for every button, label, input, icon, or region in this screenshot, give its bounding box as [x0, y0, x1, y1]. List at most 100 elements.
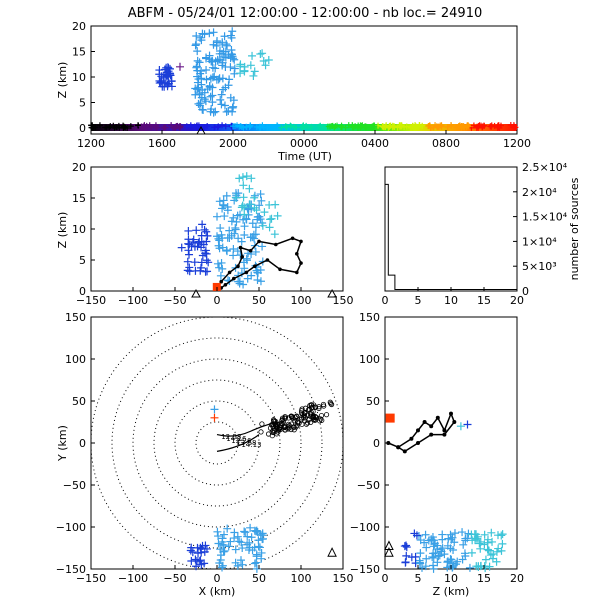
source-mark — [187, 122, 194, 129]
source-mark — [232, 217, 241, 226]
plan-x-axis-label: −150 — [76, 572, 106, 585]
source-mark — [201, 541, 210, 550]
source-mark — [458, 555, 467, 564]
source-mark — [258, 242, 267, 251]
source-mark — [218, 61, 227, 70]
source-mark — [465, 563, 474, 572]
zy-y-axis-label: 150 — [359, 311, 380, 324]
source-mark — [238, 560, 247, 569]
trace-point — [265, 431, 272, 437]
source-mark — [402, 543, 411, 552]
source-mark — [460, 549, 469, 558]
zy-y-axis-label: 0 — [373, 437, 380, 450]
track-point — [422, 420, 427, 424]
source-mark — [460, 123, 467, 130]
source-mark — [187, 543, 196, 552]
source-mark — [217, 100, 226, 109]
source-mark — [218, 563, 227, 572]
source-mark — [266, 215, 275, 224]
station-marker — [384, 540, 394, 550]
trace-point — [277, 426, 284, 433]
source-mark — [198, 29, 207, 38]
source-mark — [475, 539, 484, 548]
zy-x-axis-label: 20 — [510, 572, 524, 585]
source-mark — [215, 123, 222, 130]
source-mark — [190, 242, 199, 251]
source-mark — [153, 124, 160, 131]
source-mark — [210, 72, 219, 81]
source-mark — [220, 212, 229, 221]
source-mark — [127, 123, 134, 130]
source-mark — [188, 548, 197, 557]
source-mark — [433, 544, 442, 553]
source-mark — [261, 61, 270, 70]
track-point — [396, 445, 401, 450]
figure-title: ABFM - 05/24/01 12:00:00 - 12:00:00 - nb… — [128, 6, 483, 21]
source-mark — [215, 236, 224, 245]
source-mark — [96, 122, 103, 129]
source-mark — [183, 266, 192, 275]
plan-x-axis-label: 0 — [214, 572, 221, 585]
z-top-axis-label: 5 — [79, 97, 86, 110]
source-mark — [362, 124, 369, 131]
source-mark — [141, 124, 148, 131]
source-mark — [164, 64, 173, 73]
source-mark — [243, 540, 252, 549]
zy-x-axis-label: 0 — [382, 572, 389, 585]
source-mark — [222, 191, 231, 200]
source-mark — [256, 277, 265, 286]
source-mark — [230, 123, 237, 130]
trace-point — [310, 413, 316, 419]
track-point — [429, 424, 434, 429]
source-mark — [470, 530, 479, 539]
time-axis-label: 0800 — [432, 137, 460, 150]
source-mark — [250, 191, 259, 200]
source-mark — [267, 214, 276, 223]
source-mark — [219, 85, 228, 94]
source-mark — [236, 69, 245, 78]
source-mark — [223, 206, 232, 215]
source-mark — [220, 530, 229, 539]
y-axis-title: Y (km) — [56, 425, 69, 462]
source-mark — [476, 544, 485, 553]
source-mark — [230, 64, 239, 73]
source-mark — [211, 57, 220, 66]
source-mark — [401, 558, 410, 567]
track-point — [409, 436, 414, 441]
source-mark — [474, 563, 483, 572]
source-mark — [422, 554, 431, 563]
source-mark — [217, 258, 226, 267]
source-mark — [253, 123, 260, 130]
source-mark — [225, 75, 234, 84]
source-mark — [264, 124, 271, 131]
trace-line — [216, 421, 281, 437]
track-point — [435, 415, 440, 420]
source-mark — [229, 213, 238, 222]
source-mark — [308, 123, 315, 130]
source-mark — [407, 553, 416, 562]
plan-y-axis-label: 50 — [72, 395, 86, 408]
time-axis-label: 0000 — [290, 137, 318, 150]
trace-point — [301, 412, 307, 418]
plan-x-axis-label: −100 — [118, 572, 148, 585]
source-mark — [488, 554, 497, 563]
source-mark — [252, 552, 261, 561]
source-mark — [197, 243, 206, 252]
source-mark — [257, 196, 266, 205]
z-axis-title-top: Z (km) — [56, 62, 69, 99]
source-mark — [259, 56, 268, 65]
source-mark — [230, 55, 239, 64]
source-mark — [240, 527, 249, 536]
source-mark — [426, 122, 433, 129]
hist-y-axis-label: 5×10³ — [522, 260, 557, 273]
source-mark — [465, 123, 472, 130]
source-mark — [202, 227, 211, 236]
source-mark — [215, 197, 224, 206]
source-mark — [458, 528, 467, 537]
station-marker — [196, 125, 206, 135]
station-marker — [384, 547, 394, 557]
track-point — [236, 264, 240, 269]
trace-time-label: 13:58 — [236, 439, 256, 447]
source-mark — [245, 200, 254, 209]
